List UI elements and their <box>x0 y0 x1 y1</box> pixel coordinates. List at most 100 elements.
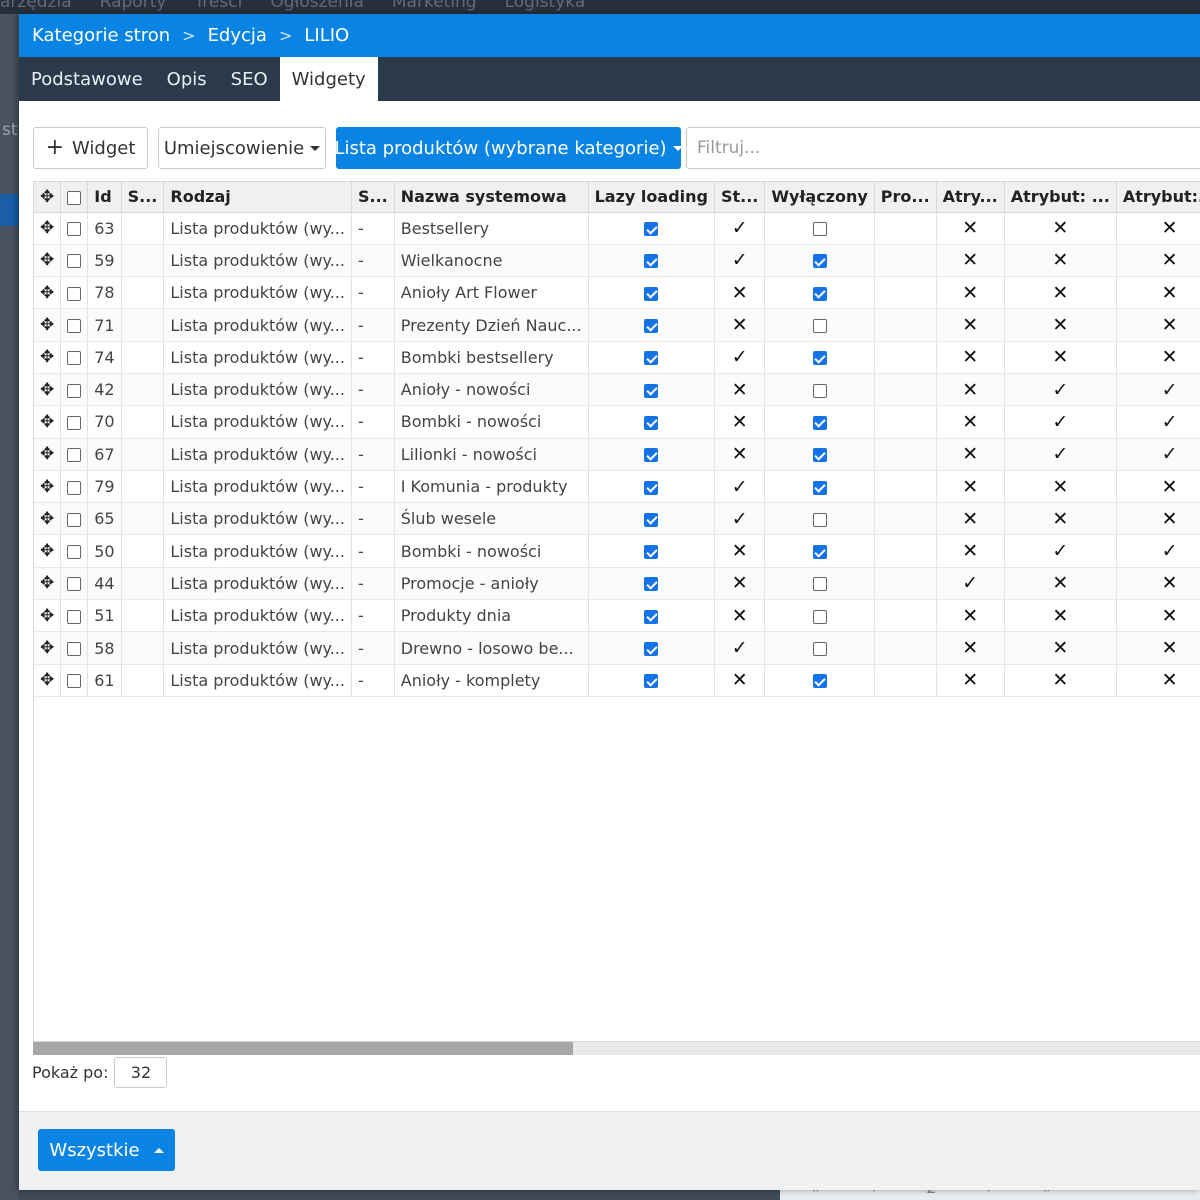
row-checkbox[interactable] <box>67 545 82 560</box>
disabled-checkbox[interactable] <box>812 222 827 237</box>
lazy-loading-checkbox[interactable] <box>644 545 659 560</box>
column-header[interactable]: ✥ <box>34 182 62 213</box>
drag-handle[interactable]: ✥ <box>34 599 62 633</box>
lazy-loading-checkbox[interactable] <box>644 674 659 689</box>
row-checkbox[interactable] <box>67 448 82 463</box>
column-header[interactable]: Lazy loading <box>588 182 715 213</box>
breadcrumb-item[interactable]: Kategorie stron <box>32 25 171 46</box>
column-header[interactable]: Rodzaj <box>163 182 352 213</box>
table-row[interactable]: ✥ 44 Lista produktów (wy... - Promocje - ani… <box>34 567 1200 601</box>
bulk-actions-button[interactable]: Wszystkie <box>38 1129 175 1171</box>
tab-opis[interactable]: Opis <box>166 68 207 90</box>
lazy-loading-checkbox[interactable] <box>644 222 659 237</box>
lazy-loading-checkbox[interactable] <box>644 512 659 527</box>
tab-podstawowe[interactable]: Podstawowe <box>31 68 143 90</box>
column-header[interactable]: Pro... <box>874 182 937 213</box>
widget-type-dropdown[interactable]: Lista produktów (wybrane kategorie) <box>334 127 683 169</box>
disabled-checkbox[interactable] <box>812 674 827 689</box>
disabled-checkbox[interactable] <box>812 448 827 463</box>
row-checkbox[interactable] <box>67 512 82 527</box>
row-checkbox[interactable] <box>67 674 82 689</box>
tab-widgety[interactable]: Widgety <box>279 57 378 101</box>
lazy-loading-checkbox[interactable] <box>644 351 659 366</box>
placement-dropdown[interactable]: Umiejscowienie <box>158 127 326 169</box>
lazy-loading-checkbox[interactable] <box>644 254 659 269</box>
row-checkbox[interactable] <box>67 319 82 334</box>
drag-handle[interactable]: ✥ <box>34 341 62 374</box>
row-checkbox[interactable] <box>67 351 82 366</box>
column-header[interactable]: Id <box>87 182 122 213</box>
column-header[interactable]: Wyłączony <box>764 182 875 213</box>
table-row[interactable]: ✥ 67 Lista produktów (wy... - Lilionki - now… <box>34 438 1200 471</box>
row-checkbox[interactable] <box>67 415 82 430</box>
drag-handle[interactable]: ✥ <box>34 212 62 245</box>
lazy-loading-checkbox[interactable] <box>644 642 659 656</box>
disabled-checkbox[interactable] <box>812 577 827 592</box>
row-checkbox[interactable] <box>67 254 82 269</box>
column-header[interactable]: St... <box>714 182 766 213</box>
drag-handle[interactable]: ✥ <box>34 438 62 471</box>
filter-input[interactable]: Filtruj... <box>686 127 1200 169</box>
disabled-checkbox[interactable] <box>812 609 827 624</box>
select-all-checkbox[interactable] <box>67 190 82 205</box>
disabled-checkbox[interactable] <box>812 512 827 527</box>
disabled-checkbox[interactable] <box>812 351 827 366</box>
row-checkbox[interactable] <box>67 383 82 398</box>
row-checkbox[interactable] <box>67 577 82 592</box>
table-row[interactable]: ✥ 78 Lista produktów (wy... - Anioły Art Flo… <box>34 276 1200 310</box>
column-header[interactable]: Nazwa systemowa <box>394 182 589 213</box>
lazy-loading-checkbox[interactable] <box>644 577 659 592</box>
drag-handle[interactable]: ✥ <box>34 244 62 278</box>
drag-handle[interactable]: ✥ <box>34 373 62 407</box>
breadcrumb-item[interactable]: Edycja <box>207 25 267 46</box>
disabled-checkbox[interactable] <box>812 286 827 301</box>
drag-handle[interactable]: ✥ <box>34 405 62 439</box>
table-row[interactable]: ✥ 50 Lista produktów (wy... - Bombki - nowoś… <box>34 534 1200 568</box>
table-row[interactable]: ✥ 65 Lista produktów (wy... - Ślub wesele ✓ ✕ ✕… <box>34 502 1200 536</box>
table-row[interactable]: ✥ 71 Lista produktów (wy... - Prezenty Dzień… <box>34 308 1200 342</box>
column-header[interactable]: Atry... <box>936 182 1005 213</box>
row-checkbox[interactable] <box>67 642 82 656</box>
row-checkbox[interactable] <box>67 480 82 495</box>
drag-handle[interactable]: ✥ <box>34 664 62 697</box>
scrollbar-thumb[interactable] <box>33 1042 573 1055</box>
drag-handle[interactable]: ✥ <box>34 631 62 665</box>
table-row[interactable]: ✥ 79 Lista produktów (wy... - I Komunia - pr… <box>34 470 1200 504</box>
lazy-loading-checkbox[interactable] <box>644 286 659 301</box>
lazy-loading-checkbox[interactable] <box>644 319 659 334</box>
drag-handle[interactable]: ✥ <box>34 534 62 568</box>
disabled-checkbox[interactable] <box>812 415 827 430</box>
horizontal-scrollbar[interactable] <box>33 1042 1200 1055</box>
drag-handle[interactable]: ✥ <box>34 567 62 601</box>
tab-seo[interactable]: SEO <box>230 68 268 90</box>
row-checkbox[interactable] <box>67 222 82 237</box>
lazy-loading-checkbox[interactable] <box>644 383 659 398</box>
drag-handle[interactable]: ✥ <box>34 502 62 536</box>
drag-handle[interactable]: ✥ <box>34 276 62 310</box>
drag-handle[interactable]: ✥ <box>34 308 62 342</box>
table-row[interactable]: ✥ 70 Lista produktów (wy... - Bombki - nowoś… <box>34 405 1200 439</box>
table-row[interactable]: ✥ 74 Lista produktów (wy... - Bombki bestsel… <box>34 341 1200 374</box>
lazy-loading-checkbox[interactable] <box>644 448 659 463</box>
drag-handle[interactable]: ✥ <box>34 470 62 504</box>
lazy-loading-checkbox[interactable] <box>644 415 659 430</box>
column-header[interactable]: Atrybut:... <box>1116 182 1200 213</box>
table-row[interactable]: ✥ 61 Lista produktów (wy... - Anioły - kompl… <box>34 664 1200 697</box>
table-row[interactable]: ✥ 63 Lista produktów (wy... - Bestsellery ✓ ✕ ✕… <box>34 212 1200 245</box>
disabled-checkbox[interactable] <box>812 254 827 269</box>
disabled-checkbox[interactable] <box>812 642 827 656</box>
table-row[interactable]: ✥ 51 Lista produktów (wy... - Produkty dnia ✕… <box>34 599 1200 633</box>
disabled-checkbox[interactable] <box>812 319 827 334</box>
disabled-checkbox[interactable] <box>812 383 827 398</box>
column-header[interactable]: S... <box>121 182 165 213</box>
add-widget-button[interactable]: + Widget <box>33 127 148 169</box>
disabled-checkbox[interactable] <box>812 480 827 495</box>
column-header[interactable]: S... <box>351 182 395 213</box>
row-checkbox[interactable] <box>67 609 82 624</box>
column-header[interactable] <box>60 182 89 213</box>
column-header[interactable]: Atrybut: ... <box>1004 182 1117 213</box>
table-row[interactable]: ✥ 58 Lista produktów (wy... - Drewno - losow… <box>34 631 1200 665</box>
page-size-input[interactable]: 32 <box>114 1057 168 1088</box>
lazy-loading-checkbox[interactable] <box>644 480 659 495</box>
row-checkbox[interactable] <box>67 286 82 301</box>
